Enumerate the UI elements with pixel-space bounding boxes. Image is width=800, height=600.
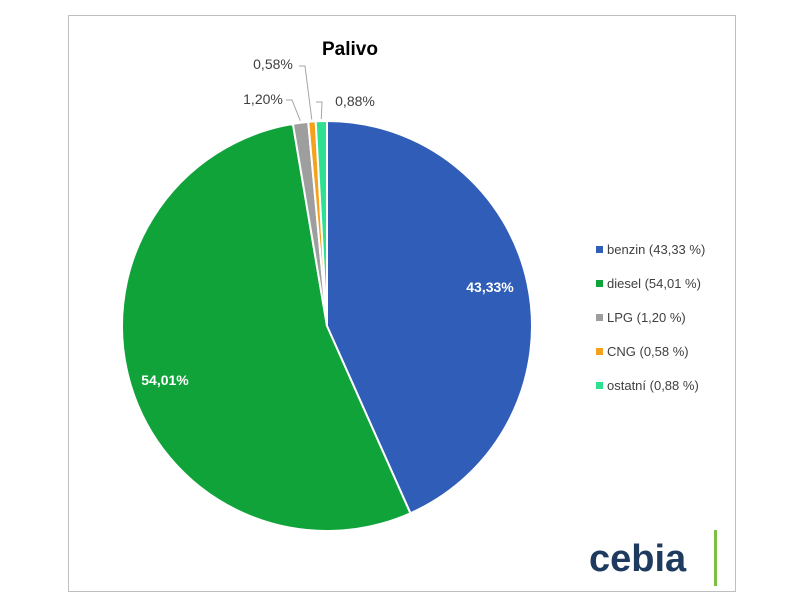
logo-accent-bar xyxy=(714,530,717,586)
pie-slice-diesel xyxy=(121,122,412,532)
data-label-lpg: 1,20% xyxy=(243,91,283,107)
legend-item-diesel: diesel (54,01 %) xyxy=(596,276,701,291)
data-label-benzin: 43,33% xyxy=(466,279,514,295)
pie-slices xyxy=(121,119,533,532)
data-labels: 43,33% 54,01% 1,20% 0,58% 0,88% xyxy=(141,56,514,388)
logo-text: cebia xyxy=(589,538,687,580)
legend-swatch-ostatn- xyxy=(596,382,603,389)
legend-label-cng: CNG (0,58 %) xyxy=(607,344,689,359)
data-label-diesel: 54,01% xyxy=(141,372,189,388)
legend-item-benzin: benzin (43,33 %) xyxy=(596,242,705,257)
legend-swatch-diesel xyxy=(596,280,603,287)
legend-label-lpg: LPG (1,20 %) xyxy=(607,310,686,325)
leader-lines xyxy=(286,65,323,121)
legend-swatch-benzin xyxy=(596,246,603,253)
legend-swatch-cng xyxy=(596,348,603,355)
cebia-logo: cebia xyxy=(589,530,717,586)
legend-item-ostatn-: ostatní (0,88 %) xyxy=(596,378,699,393)
legend-item-cng: CNG (0,58 %) xyxy=(596,344,689,359)
chart-title: Palivo xyxy=(322,39,378,60)
pie-slice-benzin xyxy=(326,119,533,515)
data-label-ostatn-: 0,88% xyxy=(335,93,375,109)
legend-item-lpg: LPG (1,20 %) xyxy=(596,310,686,325)
legend: benzin (43,33 %) diesel (54,01 %) LPG (1,2… xyxy=(596,242,705,393)
leader-line-ostatn- xyxy=(316,101,323,120)
legend-label-ostatn-: ostatní (0,88 %) xyxy=(607,378,699,393)
pie-slice-ostatn- xyxy=(314,119,328,327)
data-label-cng: 0,58% xyxy=(253,56,293,72)
legend-swatch-lpg xyxy=(596,314,603,321)
legend-label-diesel: diesel (54,01 %) xyxy=(607,276,701,291)
legend-label-benzin: benzin (43,33 %) xyxy=(607,242,705,257)
leader-line-cng xyxy=(299,65,313,120)
leader-line-lpg xyxy=(286,99,301,121)
